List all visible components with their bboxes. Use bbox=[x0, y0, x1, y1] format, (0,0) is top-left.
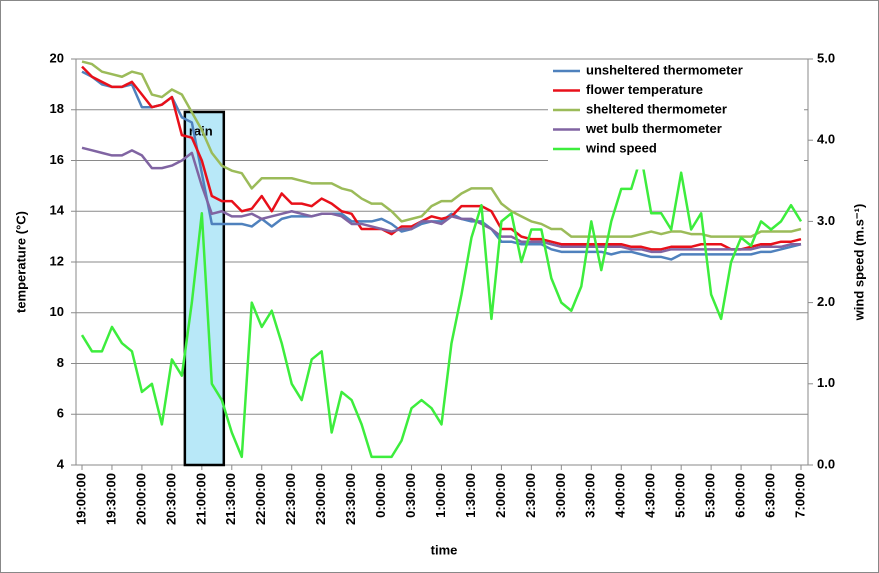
x-tick-label: 3:30:00 bbox=[583, 473, 598, 518]
y2-axis-title: wind speed (m.s⁻¹) bbox=[851, 204, 866, 322]
legend: unsheltered thermometer flower temperatur… bbox=[548, 62, 804, 170]
x-tick-label: 6:30:00 bbox=[762, 473, 777, 518]
legend-label: wind speed bbox=[585, 140, 657, 155]
series-line bbox=[81, 146, 801, 254]
x-tick-label: 23:30:00 bbox=[343, 473, 358, 525]
y-tick-label: 12 bbox=[50, 253, 64, 268]
x-tick-label: 20:30:00 bbox=[163, 473, 178, 525]
x-tick-label: 6:00:00 bbox=[733, 473, 748, 518]
x-tick-label: 22:30:00 bbox=[283, 473, 298, 525]
series-line bbox=[81, 65, 802, 251]
legend-label: sheltered thermometer bbox=[586, 101, 727, 116]
y2-tick-label: 4.0 bbox=[817, 132, 835, 147]
legend-label: flower temperature bbox=[586, 82, 703, 97]
y2-tick-label: 2.0 bbox=[817, 294, 835, 309]
x-tick-label: 0:00:00 bbox=[373, 473, 388, 518]
x-tick-label: 0:30:00 bbox=[403, 473, 418, 518]
series-line bbox=[81, 60, 802, 238]
legend-label: unsheltered thermometer bbox=[586, 62, 743, 77]
x-tick-label: 23:00:00 bbox=[313, 473, 328, 525]
x-tick-label: 19:00:00 bbox=[73, 473, 88, 525]
x-tick-label: 5:00:00 bbox=[673, 473, 688, 518]
x-tick-label: 5:30:00 bbox=[703, 473, 718, 518]
y-tick-label: 8 bbox=[57, 355, 64, 370]
x-tick-label: 20:00:00 bbox=[133, 473, 148, 525]
y-axis-title: temperature (°C) bbox=[13, 211, 28, 313]
series-line bbox=[81, 70, 802, 261]
legend-background bbox=[548, 62, 804, 170]
y-tick-label: 18 bbox=[50, 101, 64, 116]
x-tick-label: 7:00:00 bbox=[792, 473, 807, 518]
y-tick-label: 10 bbox=[50, 304, 64, 319]
x-tick-label: 2:30:00 bbox=[523, 473, 538, 518]
y-tick-label: 14 bbox=[50, 203, 65, 218]
y-tick-label: 16 bbox=[50, 152, 64, 167]
y-tick-label: 4 bbox=[57, 456, 65, 471]
grid: 4 6 8 10 12 14 16 18 20 0.0 1.0 2.0 3.0 4.0 5.0 19:00:0… bbox=[50, 50, 836, 525]
y2-tick-label: 0.0 bbox=[817, 456, 835, 471]
x-tick-label: 1:00:00 bbox=[433, 473, 448, 518]
x-tick-label: 3:00:00 bbox=[553, 473, 568, 518]
y2-tick-label: 1.0 bbox=[817, 375, 835, 390]
y2-tick-label: 3.0 bbox=[817, 213, 835, 228]
x-tick-label: 2:00:00 bbox=[493, 473, 508, 518]
x-tick-label: 22:00:00 bbox=[253, 473, 268, 525]
y2-tick-label: 5.0 bbox=[817, 50, 835, 65]
y-tick-label: 6 bbox=[57, 406, 64, 421]
y-tick-label: 20 bbox=[50, 50, 64, 65]
x-tick-label: 4:30:00 bbox=[643, 473, 658, 518]
x-tick-label: 21:30:00 bbox=[223, 473, 238, 525]
legend-label: wet bulb thermometer bbox=[585, 121, 722, 136]
series-line bbox=[80, 155, 803, 459]
x-axis-title: time bbox=[431, 542, 458, 557]
x-tick-label: 4:00:00 bbox=[613, 473, 628, 518]
x-tick-label: 21:00:00 bbox=[193, 473, 208, 525]
x-tick-label: 1:30:00 bbox=[463, 473, 478, 518]
x-tick-label: 19:30:00 bbox=[103, 473, 118, 525]
lines bbox=[80, 60, 803, 459]
